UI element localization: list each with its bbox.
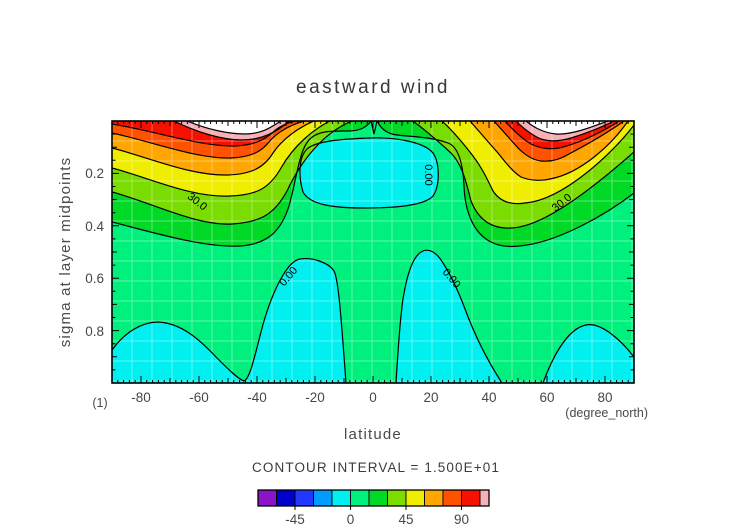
x-axis-label: latitude — [344, 426, 402, 443]
contour-zero-upper-tropics — [299, 137, 439, 209]
contour-south-60 — [112, 121, 315, 176]
contour-label-0-top: 0.00 — [422, 164, 434, 185]
colorbar — [257, 489, 490, 507]
x-tick--60: -60 — [189, 390, 209, 405]
contour-north-75 — [493, 121, 625, 162]
grid-lines — [112, 121, 634, 383]
colorbar-tick-45: 45 — [398, 512, 413, 527]
contour-north-30 — [412, 121, 634, 229]
x-tick-60: 60 — [539, 390, 554, 405]
contour-north-90 — [504, 121, 620, 150]
colorbar-tick-0: 0 — [347, 512, 355, 527]
contour-north-15 — [376, 121, 634, 248]
contour-south-45 — [112, 121, 331, 197]
colorbar-segment — [461, 489, 481, 507]
colorbar-tick--45: -45 — [285, 512, 305, 527]
plot-title: eastward wind — [296, 77, 450, 98]
contour-south-90 — [112, 121, 298, 147]
fill-easterlies-tropics-bottom — [396, 250, 502, 383]
contour-lines — [112, 121, 634, 383]
colorbar-border — [257, 489, 490, 507]
plot-area: 30.0 30.0 0.00 0.00 0.00 — [112, 121, 634, 383]
contour-zero-south-bottom — [112, 258, 347, 383]
y-tick-0.2: 0.2 — [85, 166, 104, 181]
contour-zero-tropics-bottom — [395, 249, 503, 383]
colorbar-segment — [405, 489, 425, 507]
colorbar-tick-90: 90 — [454, 512, 469, 527]
colorbar-segment — [387, 489, 407, 507]
fill-easterlies-upper-tropics — [299, 137, 439, 208]
axis-tick-marks — [112, 121, 634, 383]
contour-north-120 — [525, 121, 609, 135]
colorbar-tick-marks — [294, 506, 462, 510]
colorbar-segment — [294, 489, 314, 507]
x-tick--80: -80 — [131, 390, 151, 405]
contour-interval-caption: CONTOUR INTERVAL = 1.500E+01 — [252, 460, 500, 475]
colorbar-segment — [331, 489, 351, 507]
x-tick-40: 40 — [481, 390, 496, 405]
contour-north-60 — [469, 121, 629, 181]
colorbar-segment — [368, 489, 388, 507]
colorbar-segment — [424, 489, 444, 507]
contour-zero-north-bottom — [542, 324, 634, 383]
contour-north-105 — [515, 121, 615, 142]
colorbar-tick-labels: -45 0 45 90 — [285, 512, 469, 527]
colorbar-segment — [350, 489, 370, 507]
frame-index-label: (1) — [92, 396, 107, 410]
y-tick-labels: 0.2 0.4 0.6 0.8 — [85, 166, 104, 339]
colorbar-segment — [442, 489, 462, 507]
y-tick-0.8: 0.8 — [85, 324, 104, 339]
colorbar-segment — [313, 489, 333, 507]
x-axis-unit: (degree_north) — [565, 406, 648, 420]
colorbar-segment — [276, 489, 296, 507]
contour-south-30 — [112, 121, 353, 225]
x-tick-labels: -80 -60 -40 -20 0 20 40 60 80 — [131, 390, 612, 405]
contour-south-75 — [112, 121, 306, 159]
colorbar-segment — [257, 489, 277, 507]
fill-easterlies-north-bottom — [543, 324, 634, 383]
contour-south-120 — [186, 121, 282, 135]
x-tick-0: 0 — [369, 390, 377, 405]
y-tick-0.4: 0.4 — [85, 219, 104, 234]
y-tick-0.6: 0.6 — [85, 271, 104, 286]
contour-south-105 — [173, 121, 290, 141]
colorbar-segment — [479, 489, 490, 507]
x-tick-20: 20 — [423, 390, 438, 405]
x-tick--40: -40 — [247, 390, 267, 405]
fill-easterlies-south-bottom — [112, 258, 346, 383]
x-tick--20: -20 — [305, 390, 325, 405]
contour-south-15 — [112, 121, 372, 247]
y-axis-label: sigma at layer midpoints — [57, 157, 74, 348]
contour-center-notch — [370, 121, 378, 135]
x-tick-80: 80 — [597, 390, 612, 405]
contour-north-45 — [441, 121, 634, 205]
